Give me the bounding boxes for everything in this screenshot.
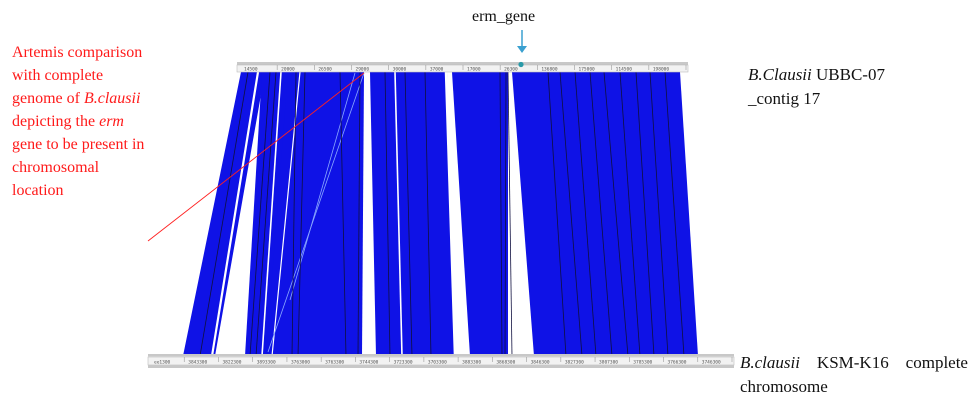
top-strain-name: UBBC-07 [816,65,885,84]
synteny-band [245,72,291,356]
match-line [504,71,507,357]
annotation-text: Artemis comparison with complete genome of… [12,41,190,202]
annotation-leader-line [147,72,365,242]
match-line [664,71,685,357]
band-gap [394,71,403,357]
track-tick-label: 3843300 [188,360,207,366]
match-line [199,71,249,357]
annotation-line: chromosomal [12,159,100,176]
track-tick-label: 3746300 [702,360,721,366]
track-tick-label: 3723300 [394,360,413,366]
track-tick-label: 37000 [430,67,444,73]
annotation-line: location [12,182,64,199]
match-line [424,71,432,357]
synteny-band [512,72,698,356]
annotation-line: Artemis comparison [12,44,143,61]
match-line [547,71,567,357]
crossing-match-line [267,72,365,353]
erm-gene-label: erm_gene [472,8,536,25]
track-tick-label: 3807300 [599,360,618,366]
match-line [384,71,391,357]
match-line [249,71,271,357]
track-tick-label: 3893300 [257,360,276,366]
track-tick-label: 29000 [356,67,370,73]
track-tick-label: 3785300 [633,360,652,366]
match-line [649,71,669,357]
top-contig-name: _contig 17 [748,89,821,108]
track-tick-label: 20000 [281,67,295,73]
bottom-strain-name: KSM-K16 [816,353,889,372]
track-tick-label: 26500 [318,67,332,73]
top-genome-track: 14500 20000 26500 29000 30000 37000 17000 26300… [236,62,689,73]
match-line [635,71,655,357]
match-line [589,71,613,357]
match-line [603,71,629,357]
crossing-match-line [289,72,356,301]
match-line [507,71,513,357]
track-tick-label: 3763000 [291,360,310,366]
match-line [574,71,597,357]
match-line [404,71,413,357]
track-tick-label: 3822300 [222,360,241,366]
synteny-match-lines [199,71,685,357]
track-tick-label: 114500 [616,67,633,73]
track-tick-label: 3868300 [496,360,515,366]
track-tick-label: 26300 [504,67,518,73]
track-tick-label: 30000 [393,67,407,73]
track-tick-label: 175000 [579,67,596,73]
track-tick-label: 3763300 [325,360,344,366]
band-gap [261,71,282,357]
bottom-chromosome-word: chromosome [740,377,828,396]
track-tick-label: 3846300 [531,360,550,366]
match-line [255,71,277,357]
track-tick-label: 14500 [244,67,258,73]
bottom-genome-label: B.clausii KSM-K16 complete chromosome [740,351,973,399]
track-tick-label: 3883300 [462,360,481,366]
match-line [291,71,297,357]
track-tick-label: 3827300 [565,360,584,366]
bottom-genome-ticks: ee1300 3843300 3822300 3893300 3763000 376330… [154,357,733,366]
annotation-line: with complete [12,67,104,84]
track-tick-label: 136800 [541,67,558,73]
bottom-complete-word: complete [905,353,968,372]
match-line [619,71,641,357]
track-tick-label: 3703300 [428,360,447,366]
match-line [339,71,347,357]
track-tick-label: 3744300 [359,360,378,366]
top-genome-label: B.Clausii UBBC-07 _contig 17 [748,63,948,111]
annotation-line: genome of B.clausii [12,90,141,107]
band-gap [210,71,260,357]
track-tick-label: 17000 [467,67,481,73]
match-line [499,71,503,357]
erm-gene-marker [517,30,527,68]
annotation-line: gene to be present in [12,136,145,153]
erm-gene-dot [518,61,524,68]
match-line [559,71,583,357]
arrow-down-icon [517,46,527,53]
track-tick-label: 198000 [653,67,670,73]
track-tick-label: 3766300 [668,360,687,366]
band-gap [444,71,457,357]
synteny-band [452,72,508,356]
bottom-genome-track: ee1300 3843300 3822300 3893300 3763000 376330… [147,354,735,368]
annotation-line: depicting the erm [12,113,124,130]
track-tick-label: ee1300 [154,360,171,366]
match-line [357,71,361,357]
synteny-band [370,72,455,356]
top-species-name: B.Clausii [748,65,812,84]
bottom-species-name: B.clausii [740,353,800,372]
synteny-match-bands [183,71,698,357]
top-genome-ticks: 14500 20000 26500 29000 30000 37000 17000 26300… [244,65,687,73]
